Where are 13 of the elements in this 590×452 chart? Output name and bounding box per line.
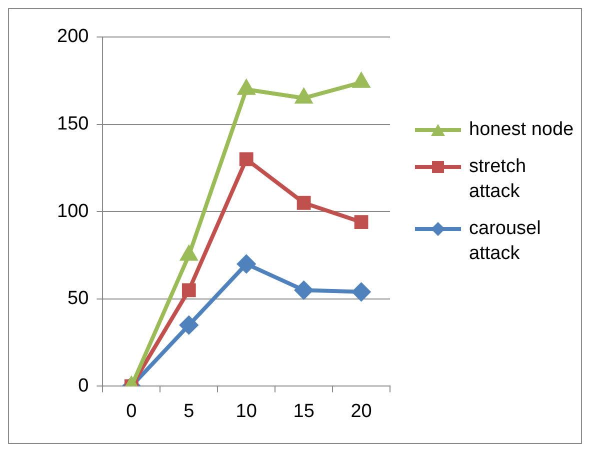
y-tick-label: 100 <box>57 200 89 222</box>
x-tick-label: 0 <box>126 400 137 422</box>
legend-label: stretch attack <box>469 155 528 204</box>
y-tick-label: 0 <box>78 375 89 396</box>
x-tick-label: 15 <box>293 400 314 422</box>
legend-label: honest node <box>469 118 575 142</box>
x-tick-label: 20 <box>350 400 372 422</box>
y-tick-label: 200 <box>57 26 89 48</box>
y-tick-label: 150 <box>57 114 89 135</box>
x-tick-label: 5 <box>184 400 194 422</box>
legend-label: carousel attack <box>469 217 542 266</box>
x-tick-label: 10 <box>236 400 257 422</box>
y-tick-label: 50 <box>68 288 89 310</box>
